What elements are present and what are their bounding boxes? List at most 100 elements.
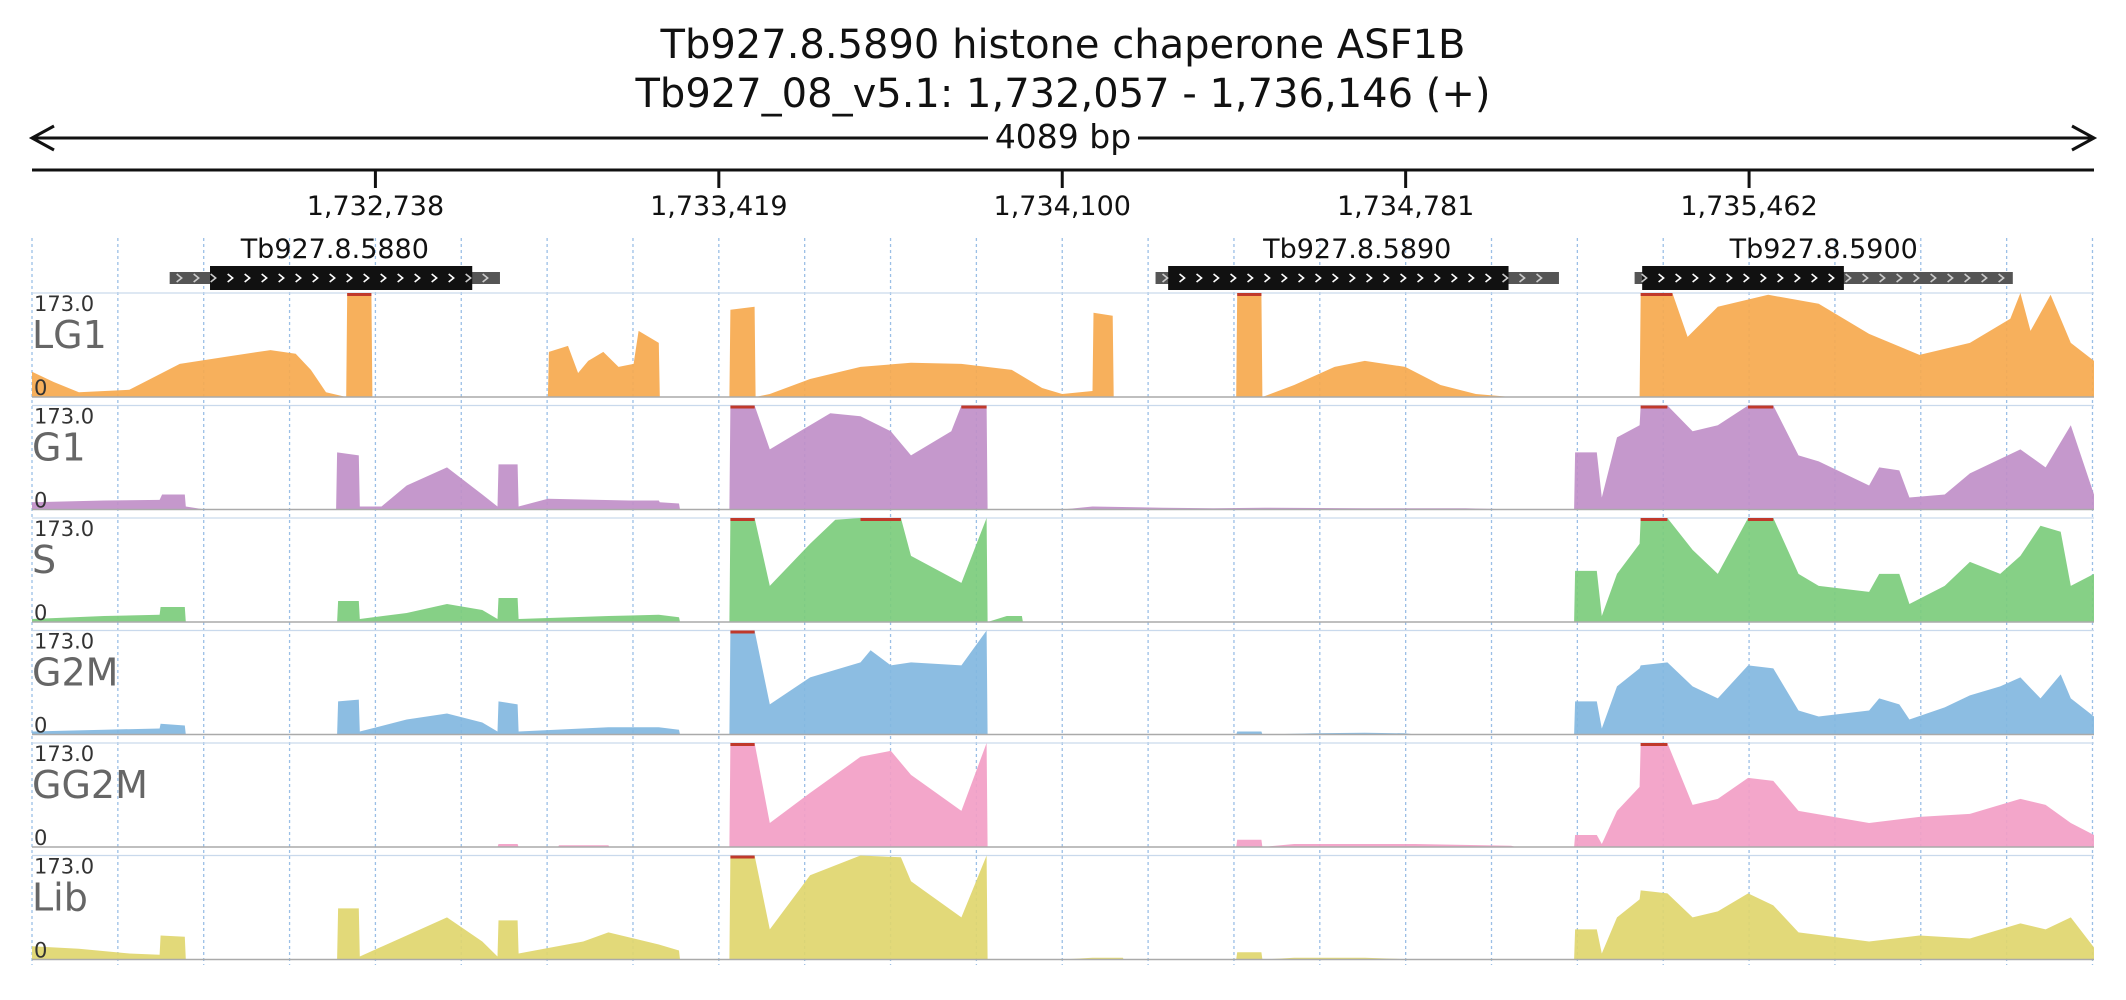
strand-arrow [380,273,387,283]
strand-arrow [1536,273,1543,283]
tick-label: 1,734,781 [1337,191,1474,222]
coverage-area [32,293,2094,397]
strand-arrow [261,273,268,283]
gene-cds [210,266,473,290]
track-name: G1 [32,426,86,470]
strand-arrow [1777,273,1784,283]
strand-arrow [312,273,319,283]
strand-arrow [1641,273,1648,283]
track-gg2m: 173.0 0 GG2M [32,742,2094,850]
track-min-label: 0 [34,376,47,400]
strand-arrow [1417,273,1424,283]
strand-arrow [448,273,455,283]
track-max-label: 173.0 [34,742,94,766]
track-g1: 173.0 0 G1 [32,405,2094,513]
strand-arrow [278,273,285,283]
strand-arrow [1434,273,1441,283]
track-max-label: 173.0 [34,292,94,316]
coverage-tracks: 173.00LG1173.00G1173.00S173.00G2M173.00G… [32,292,2094,963]
strand-arrow [1828,273,1835,283]
strand-arrow [1247,273,1254,283]
strand-arrow [1196,273,1203,283]
strand-arrow [1862,273,1869,283]
strand-arrow [244,273,251,283]
span-label: 4089 bp [995,117,1131,156]
strand-arrow [431,273,438,283]
strand-arrow [414,273,421,283]
gene-cds [1642,266,1844,290]
strand-arrow [1298,273,1305,283]
strand-arrow [1485,273,1492,283]
chart-title: Tb927.8.5890 histone chaperone ASF1B [660,22,1466,68]
strand-arrow [1383,273,1390,283]
strand-arrow [1162,273,1169,283]
strand-arrow [1451,273,1458,283]
strand-arrow [1794,273,1801,283]
strand-arrow [1896,273,1903,283]
track-name: Lib [32,876,88,920]
track-max-label: 173.0 [34,517,94,541]
track-max-label: 173.0 [34,405,94,429]
strand-arrow [1519,273,1526,283]
chart-subtitle: Tb927_08_v5.1: 1,732,057 - 1,736,146 (+) [635,71,1491,117]
strand-arrow [1213,273,1220,283]
strand-arrow [1332,273,1339,283]
strand-arrow [1930,273,1937,283]
strand-arrow [1709,273,1716,283]
strand-arrow [1264,273,1271,283]
tick-label: 1,734,100 [994,191,1131,222]
strand-arrow [482,273,489,283]
strand-arrow [295,273,302,283]
strand-arrow [1879,273,1886,283]
strand-arrow [1400,273,1407,283]
tick-label: 1,732,738 [307,191,444,222]
strand-arrow [210,273,217,283]
strand-arrow [1743,273,1750,283]
strand-arrow [1981,273,1988,283]
gene-label: Tb927.8.5890 [1262,234,1451,265]
strand-arrow [1964,273,1971,283]
strand-arrow [1726,273,1733,283]
track-lg1: 173.0 0 LG1 [32,292,2094,400]
span-arrowhead-right [2071,124,2098,152]
strand-arrow [465,273,472,283]
strand-arrow [397,273,404,283]
strand-arrow [1845,273,1852,283]
span-arrowhead-left [28,124,55,152]
track-name: GG2M [32,763,148,807]
strand-arrow [1658,273,1665,283]
track-max-label: 173.0 [34,630,94,654]
strand-arrow [1349,273,1356,283]
strand-arrow [193,273,200,283]
strand-arrow [1230,273,1237,283]
gene-label: Tb927.8.5880 [240,234,429,265]
tick-label: 1,735,462 [1680,191,1817,222]
strand-arrow [1179,273,1186,283]
strand-arrow [346,273,353,283]
track-lib: 173.0 0 Lib [32,855,2094,963]
track-min-label: 0 [34,714,47,738]
coverage-area [32,855,2094,960]
strand-arrow [1502,273,1509,283]
strand-arrow [1692,273,1699,283]
strand-arrow [1468,273,1475,283]
ruler-ticks: 1,732,738 1,733,419 1,734,100 1,734,781 1,73… [307,170,1818,222]
gene-models: Tb927.8.5880 Tb927.8.5890 Tb927.8.5900 [169,234,2013,290]
gene-label: Tb927.8.5900 [1729,234,1918,265]
strand-arrow [1913,273,1920,283]
coverage-area [32,518,2094,622]
coverage-area [497,743,2094,847]
strand-arrow [1811,273,1818,283]
span-arrow: 4089 bp [28,117,2098,156]
track-name: S [32,538,56,582]
coverage-area [32,630,2094,735]
strand-arrow [1947,273,1954,283]
track-min-label: 0 [34,601,47,625]
track-min-label: 0 [34,826,47,850]
track-max-label: 173.0 [34,855,94,879]
track-g2m: 173.0 0 G2M [32,630,2094,738]
track-min-label: 0 [34,489,47,513]
strand-arrow [176,273,183,283]
strand-arrow [227,273,234,283]
